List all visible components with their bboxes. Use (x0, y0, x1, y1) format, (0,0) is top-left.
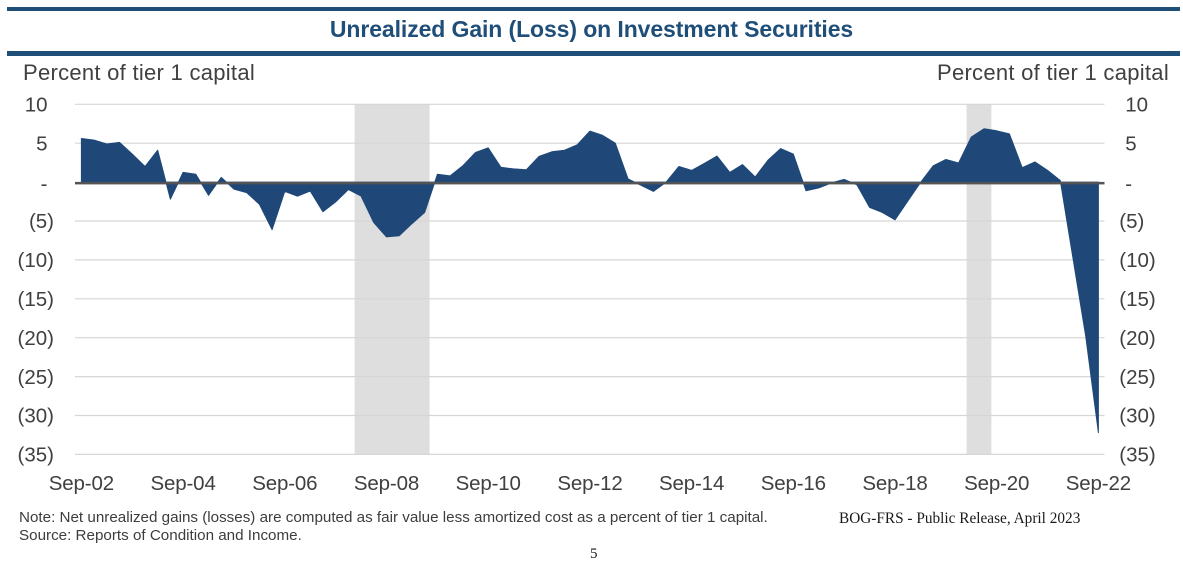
svg-text:Sep-18: Sep-18 (862, 472, 927, 495)
svg-text:(25): (25) (1119, 366, 1155, 389)
svg-text:Sep-20: Sep-20 (964, 472, 1029, 495)
svg-text:10: 10 (1125, 94, 1148, 117)
svg-text:(30): (30) (18, 405, 54, 428)
svg-text:(25): (25) (18, 366, 54, 389)
svg-text:Sep-22: Sep-22 (1066, 472, 1131, 495)
svg-text:Sep-06: Sep-06 (252, 472, 317, 495)
svg-text:Sep-10: Sep-10 (456, 472, 521, 495)
svg-text:(5): (5) (29, 210, 54, 233)
svg-text:10: 10 (25, 94, 48, 117)
svg-text:Sep-16: Sep-16 (761, 472, 826, 495)
svg-text:-: - (1125, 172, 1132, 195)
svg-text:(20): (20) (18, 327, 54, 350)
svg-text:(5): (5) (1119, 210, 1144, 233)
svg-text:(10): (10) (1119, 249, 1155, 272)
svg-text:Sep-04: Sep-04 (150, 472, 215, 495)
svg-text:Sep-02: Sep-02 (49, 472, 114, 495)
svg-text:Sep-14: Sep-14 (659, 472, 724, 495)
svg-text:(30): (30) (1119, 405, 1155, 428)
svg-text:Sep-08: Sep-08 (354, 472, 419, 495)
svg-text:(15): (15) (18, 288, 54, 311)
svg-text:(35): (35) (18, 444, 54, 467)
svg-text:5: 5 (1125, 132, 1136, 155)
svg-text:Sep-12: Sep-12 (557, 472, 622, 495)
svg-text:5: 5 (36, 132, 47, 155)
svg-text:(10): (10) (18, 249, 54, 272)
svg-text:(35): (35) (1119, 444, 1155, 467)
svg-text:(15): (15) (1119, 288, 1155, 311)
svg-text:-: - (41, 172, 48, 195)
svg-text:(20): (20) (1119, 327, 1155, 350)
